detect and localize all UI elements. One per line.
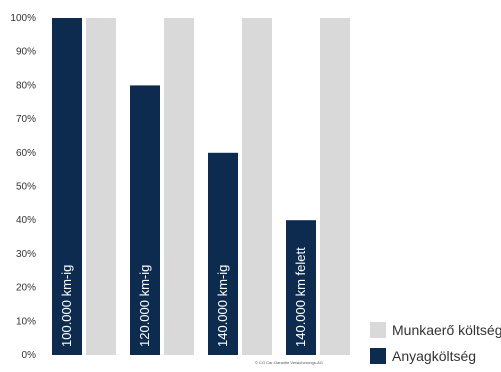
bar-anyagkoltseg xyxy=(286,220,316,355)
y-tick-label: 90% xyxy=(16,47,36,58)
category-label: 120.000 km-ig xyxy=(137,265,152,347)
legend-swatch-labor xyxy=(370,322,386,338)
bar-munkaero-koltseg xyxy=(86,18,116,355)
bar-anyagkoltseg xyxy=(208,152,238,355)
bars xyxy=(52,18,350,356)
legend-swatch-material xyxy=(370,348,386,364)
legend-item-labor: Munkaerő költség xyxy=(370,320,501,340)
bar-anyagkoltseg xyxy=(52,18,82,355)
y-tick-label: 100% xyxy=(10,13,36,24)
legend: Munkaerő költség Anyagköltség xyxy=(370,320,501,372)
category-label: 140.000 km-ig xyxy=(215,265,230,347)
category-labels: 100.000 km-ig 120.000 km-ig 140.000 km-ig 1… xyxy=(59,247,308,347)
category-label: 100.000 km-ig xyxy=(59,265,74,347)
copyright-note: © CG Car-Garantie Versicherungs-AG xyxy=(255,360,323,365)
y-tick-label: 40% xyxy=(16,215,36,226)
y-tick-label: 30% xyxy=(16,249,36,260)
legend-label-labor: Munkaerő költség xyxy=(392,322,501,338)
category-label: 140.000 km felett xyxy=(293,247,308,347)
y-tick-label: 0% xyxy=(22,350,37,361)
y-tick-label: 60% xyxy=(16,148,36,159)
bar-munkaero-koltseg xyxy=(164,18,194,355)
legend-item-material: Anyagköltség xyxy=(370,346,501,366)
y-axis: 0% 10% 20% 30% 40% 50% 60% 70% 80% 90% 100% xyxy=(10,13,36,361)
bar-munkaero-koltseg xyxy=(242,18,272,355)
legend-label-material: Anyagköltség xyxy=(392,348,477,364)
y-tick-label: 50% xyxy=(16,182,36,193)
bar-anyagkoltseg xyxy=(130,85,160,356)
y-tick-label: 10% xyxy=(16,316,36,327)
bar-munkaero-koltseg xyxy=(320,18,350,355)
y-tick-label: 80% xyxy=(16,80,36,91)
y-tick-label: 20% xyxy=(16,283,36,294)
y-tick-label: 70% xyxy=(16,114,36,125)
